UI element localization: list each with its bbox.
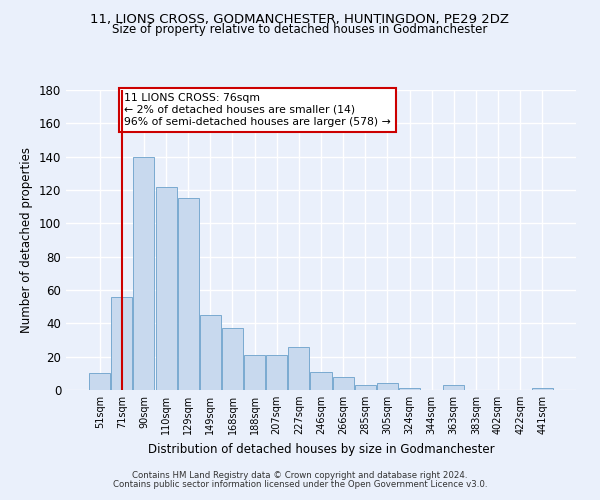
Y-axis label: Number of detached properties: Number of detached properties (20, 147, 33, 333)
Bar (112, 296, 133, 390)
Text: 11 LIONS CROSS: 76sqm
← 2% of detached houses are smaller (14)
96% of semi-detac: 11 LIONS CROSS: 76sqm ← 2% of detached h… (124, 94, 391, 126)
Bar (89, 374, 110, 390)
Text: Contains HM Land Registry data © Crown copyright and database right 2024.: Contains HM Land Registry data © Crown c… (132, 471, 468, 480)
Bar (155, 186, 176, 390)
Bar (532, 388, 553, 390)
Bar (222, 328, 243, 390)
Text: Contains public sector information licensed under the Open Government Licence v3: Contains public sector information licen… (113, 480, 487, 489)
Bar (244, 355, 265, 390)
Bar (443, 385, 464, 390)
Bar (266, 355, 287, 390)
Text: Size of property relative to detached houses in Godmanchester: Size of property relative to detached ho… (112, 22, 488, 36)
Bar (200, 315, 221, 390)
Bar (178, 198, 199, 390)
Bar (332, 376, 353, 390)
Bar (133, 156, 154, 390)
Bar (399, 388, 420, 390)
Text: 11, LIONS CROSS, GODMANCHESTER, HUNTINGDON, PE29 2DZ: 11, LIONS CROSS, GODMANCHESTER, HUNTINGD… (91, 12, 509, 26)
Bar (355, 385, 376, 390)
Bar (289, 346, 310, 390)
X-axis label: Distribution of detached houses by size in Godmanchester: Distribution of detached houses by size … (148, 442, 494, 456)
Bar (310, 372, 332, 390)
Bar (377, 384, 398, 390)
